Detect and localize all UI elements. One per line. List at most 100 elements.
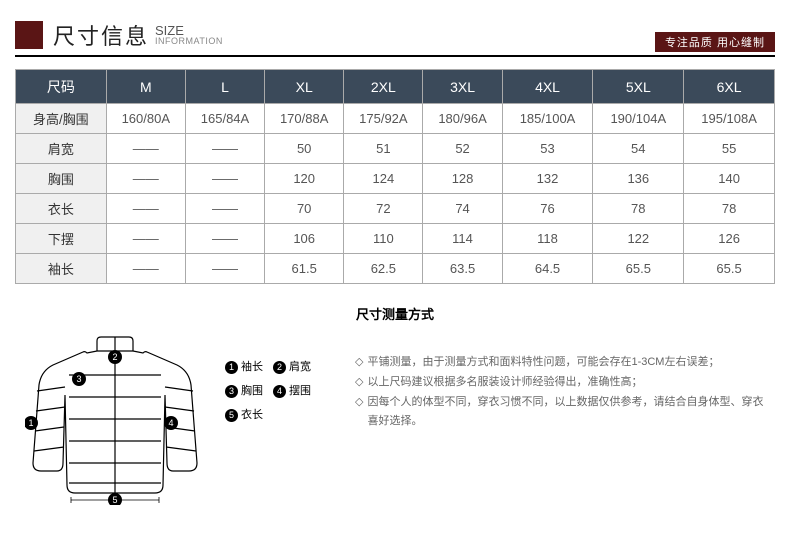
table-header-cell: 6XL [684,70,775,104]
table-row: 身高/胸围160/80A165/84A170/88A175/92A180/96A… [16,104,775,134]
note-text: 以上尺码建议根据多名服装设计师经验得出，准确性高； [367,373,642,393]
table-header-cell: 尺码 [16,70,107,104]
legend-num: 4 [273,385,286,398]
table-header-cell: 2XL [344,70,423,104]
table-header-cell: 3XL [423,70,502,104]
marker-4: 4 [168,418,173,428]
table-cell: 74 [423,194,502,224]
table-cell: —— [106,134,185,164]
table-cell: —— [106,164,185,194]
note-line: ◇以上尺码建议根据多名服装设计师经验得出，准确性高； [355,373,765,393]
table-cell: 118 [502,224,593,254]
table-row: 胸围————120124128132136140 [16,164,775,194]
table-cell: 122 [593,224,684,254]
jacket-diagram: 1 2 3 4 5 [25,335,205,510]
section-header: 尺寸信息 SIZE INFORMATION 专注品质 用心缝制 [15,15,775,57]
marker-3: 3 [76,374,81,384]
note-line: ◇因每个人的体型不同，穿衣习惯不同，以上数据仅供参考，请结合自身体型、穿衣喜好选… [355,393,765,433]
legend-item: 4摆围 [273,379,311,403]
note-line: ◇平铺测量，由于测量方式和面料特性问题，可能会存在1-3CM左右误差； [355,353,765,373]
header-accent-block [15,21,43,49]
diamond-bullet: ◇ [355,353,363,373]
table-cell: 65.5 [593,254,684,284]
table-cell: 160/80A [106,104,185,134]
table-cell: 衣长 [16,194,107,224]
header-title-en: SIZE INFORMATION [155,24,223,46]
legend-num: 5 [225,409,238,422]
table-cell: 136 [593,164,684,194]
table-cell: 195/108A [684,104,775,134]
table-cell: 55 [684,134,775,164]
table-header-cell: XL [265,70,344,104]
table-cell: 140 [684,164,775,194]
diamond-bullet: ◇ [355,373,363,393]
marker-1: 1 [28,418,33,428]
table-row: 下摆————106110114118122126 [16,224,775,254]
table-cell: 62.5 [344,254,423,284]
table-cell: —— [106,194,185,224]
legend-num: 2 [273,361,286,374]
table-cell: 185/100A [502,104,593,134]
table-header-cell: 5XL [593,70,684,104]
legend-label: 衣长 [241,409,263,421]
measure-method-title: 尺寸测量方式 [15,304,775,323]
table-header-cell: M [106,70,185,104]
table-header-cell: L [185,70,264,104]
table-cell: 114 [423,224,502,254]
table-cell: 170/88A [265,104,344,134]
table-row: 衣长————707274767878 [16,194,775,224]
table-cell: —— [106,224,185,254]
table-cell: 65.5 [684,254,775,284]
diamond-bullet: ◇ [355,393,363,433]
table-cell: 63.5 [423,254,502,284]
table-cell: —— [106,254,185,284]
legend-label: 袖长 [241,361,263,373]
table-cell: 124 [344,164,423,194]
table-cell: 175/92A [344,104,423,134]
table-cell: 165/84A [185,104,264,134]
table-cell: 52 [423,134,502,164]
table-cell: 54 [593,134,684,164]
table-cell: 106 [265,224,344,254]
table-cell: 72 [344,194,423,224]
note-text: 因每个人的体型不同，穿衣习惯不同，以上数据仅供参考，请结合自身体型、穿衣喜好选择… [367,393,765,433]
legend-label: 胸围 [241,385,263,397]
table-cell: 120 [265,164,344,194]
header-title-en-bottom: INFORMATION [155,37,223,46]
table-header-cell: 4XL [502,70,593,104]
table-cell: 132 [502,164,593,194]
table-cell: 胸围 [16,164,107,194]
table-cell: 110 [344,224,423,254]
legend-item: 1袖长 [225,355,263,379]
legend-item: 2肩宽 [273,355,311,379]
table-cell: 袖长 [16,254,107,284]
legend-label: 肩宽 [289,361,311,373]
table-cell: —— [185,224,264,254]
table-cell: 51 [344,134,423,164]
table-cell: 78 [684,194,775,224]
table-cell: 76 [502,194,593,224]
table-cell: 126 [684,224,775,254]
marker-2: 2 [112,352,117,362]
size-table: 尺码MLXL2XL3XL4XL5XL6XL 身高/胸围160/80A165/84… [15,69,775,284]
table-cell: 下摆 [16,224,107,254]
table-cell: —— [185,254,264,284]
table-cell: 50 [265,134,344,164]
table-cell: 61.5 [265,254,344,284]
header-tag: 专注品质 用心缝制 [655,32,775,52]
table-cell: 肩宽 [16,134,107,164]
table-cell: 身高/胸围 [16,104,107,134]
header-title-cn: 尺寸信息 [53,19,149,51]
marker-5: 5 [112,495,117,505]
table-cell: —— [185,194,264,224]
legend-num: 1 [225,361,238,374]
legend-num: 3 [225,385,238,398]
table-cell: 53 [502,134,593,164]
legend-item: 5衣长 [225,403,263,427]
table-cell: 64.5 [502,254,593,284]
legend: 1袖长 2肩宽 3胸围 4摆围 5衣长 [225,335,335,428]
table-cell: 190/104A [593,104,684,134]
table-cell: 70 [265,194,344,224]
table-cell: —— [185,164,264,194]
table-row: 袖长————61.562.563.564.565.565.5 [16,254,775,284]
